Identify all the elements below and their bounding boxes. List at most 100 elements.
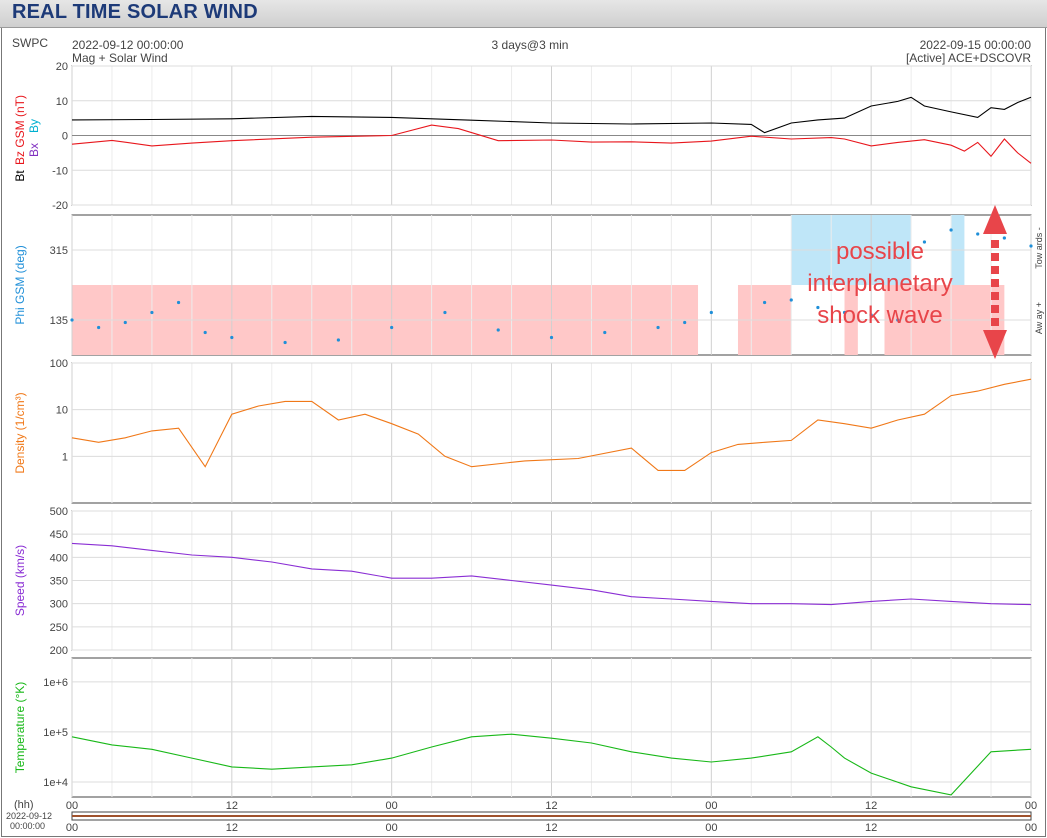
phi-point [1029, 244, 1033, 248]
annotation-arrow-up [983, 205, 1007, 234]
speed-ylabel: Speed (km/s) [13, 545, 27, 616]
mag-ylabel-bx: Bx [27, 143, 41, 157]
annotation-arrow-dash [991, 292, 999, 300]
time-axis-date: 2022-09-12 [6, 811, 52, 821]
phi-point [549, 335, 554, 340]
phi-point [203, 330, 207, 335]
speed-ytick-label: 400 [50, 552, 68, 564]
agency-label: SWPC [12, 36, 48, 50]
start-time: 2022-09-12 00:00:00 [72, 38, 184, 52]
time-axis-time: 00:00:00 [10, 821, 45, 831]
annotation-arrow-down [983, 330, 1007, 359]
time-axis-tick-top: 12 [865, 800, 877, 812]
phi-point [150, 310, 154, 315]
speed-ytick-label: 350 [50, 576, 68, 588]
density-ytick-label: 10 [56, 405, 68, 417]
phi-point [976, 232, 980, 236]
mag-ytick-label: 10 [56, 96, 68, 108]
time-axis-tick-bottom: 00 [386, 822, 398, 834]
phi-point [816, 305, 820, 310]
phi-point [869, 313, 873, 317]
time-axis-tick-top: 00 [1025, 800, 1037, 812]
time-axis-unit: (hh) [14, 799, 34, 811]
phi-point [123, 320, 127, 325]
temperature-ytick-label: 1e+4 [43, 777, 68, 789]
annotation-arrow-dash [991, 240, 999, 248]
time-axis-tick-top: 00 [66, 800, 78, 812]
phi-toward-label: Tow ards - [1034, 227, 1044, 269]
phi-point [443, 310, 447, 315]
phi-point [336, 338, 340, 342]
annotation-arrow-dash [991, 318, 999, 326]
time-axis-tick-bottom: 12 [226, 822, 238, 834]
temperature-ytick-label: 1e+6 [43, 677, 68, 689]
speed-ytick-label: 300 [50, 599, 68, 611]
time-axis-tick-top: 00 [705, 800, 717, 812]
phi-point [789, 298, 793, 302]
annotation-arrow-dash [991, 305, 999, 313]
mag-ylabel-by: By [27, 119, 41, 133]
spacecraft-label: [Active] ACE+DSCOVR [905, 51, 1031, 65]
page-title: REAL TIME SOLAR WIND [12, 1, 258, 23]
phi-point [230, 335, 234, 340]
time-axis-tick-bottom: 00 [66, 822, 78, 834]
source-label: Mag + Solar Wind [72, 51, 168, 65]
speed-ytick-label: 500 [50, 506, 68, 518]
phi-point [922, 240, 927, 244]
time-axis-tick-bottom: 12 [545, 822, 557, 834]
phi-point [603, 330, 607, 335]
annotation-line-3: shock wave [817, 302, 943, 329]
page-header: REAL TIME SOLAR WIND [0, 0, 1047, 28]
time-axis-tick-top: 12 [545, 800, 557, 812]
phi-ytick-label: 135 [50, 315, 68, 327]
phi-point [656, 325, 660, 330]
end-time: 2022-09-15 00:00:00 [919, 38, 1031, 52]
annotation-line-2: interplanetary [807, 270, 953, 297]
phi-point [949, 228, 953, 232]
phi-away-label: Aw ay + [1034, 302, 1044, 334]
phi-ytick-label: 315 [50, 245, 68, 257]
density-series-density [71, 378, 1032, 471]
phi-point [496, 328, 500, 332]
phi-point [390, 325, 394, 330]
span-label: 3 days@3 min [491, 38, 569, 52]
phi-point [176, 300, 181, 305]
phi-point [1002, 236, 1006, 240]
annotation-arrow-dash [991, 266, 999, 274]
phi-point [709, 310, 713, 315]
mag-ytick-label: 20 [56, 61, 68, 73]
time-axis-tick-bottom: 12 [865, 822, 877, 834]
speed-ytick-label: 200 [50, 645, 68, 657]
annotation-arrow-dash [991, 279, 999, 287]
mag-series-bt [71, 96, 1032, 134]
phi-point [70, 318, 74, 322]
mag-series-bz [71, 124, 1032, 164]
phi-point [97, 325, 101, 330]
phi-point [842, 310, 847, 315]
mag-ylabel-bt: Bt [13, 170, 27, 182]
time-axis-tick-top: 12 [226, 800, 238, 812]
density-ylabel: Density (1/cm³) [13, 392, 27, 473]
mag-ytick-label: 0 [62, 131, 68, 143]
temperature-ylabel: Temperature (°K) [13, 682, 27, 774]
phi-point [683, 320, 687, 325]
time-axis-tick-bottom: 00 [1025, 822, 1037, 834]
speed-ytick-label: 250 [50, 622, 68, 634]
phi-point [283, 340, 287, 345]
speed-ytick-label: 450 [50, 529, 68, 541]
density-ytick-label: 100 [50, 358, 68, 370]
time-axis-tick-top: 00 [386, 800, 398, 812]
annotation-line-1: possible [835, 238, 925, 265]
mag-ytick-label: -10 [52, 165, 68, 177]
time-axis-tick-bottom: 00 [705, 822, 717, 834]
annotation-arrow-dash [991, 253, 999, 261]
mag-ylabel-bz: Bz GSM (nT) [13, 95, 27, 165]
temperature-ytick-label: 1e+5 [43, 727, 68, 739]
density-ytick-label: 1 [62, 451, 68, 463]
phi-point [896, 318, 900, 322]
speed-series-speed [71, 542, 1032, 606]
chart-frame [1, 28, 1046, 837]
phi-ylabel: Phi GSM (deg) [13, 245, 27, 324]
temperature-series-temperature [71, 733, 1032, 796]
